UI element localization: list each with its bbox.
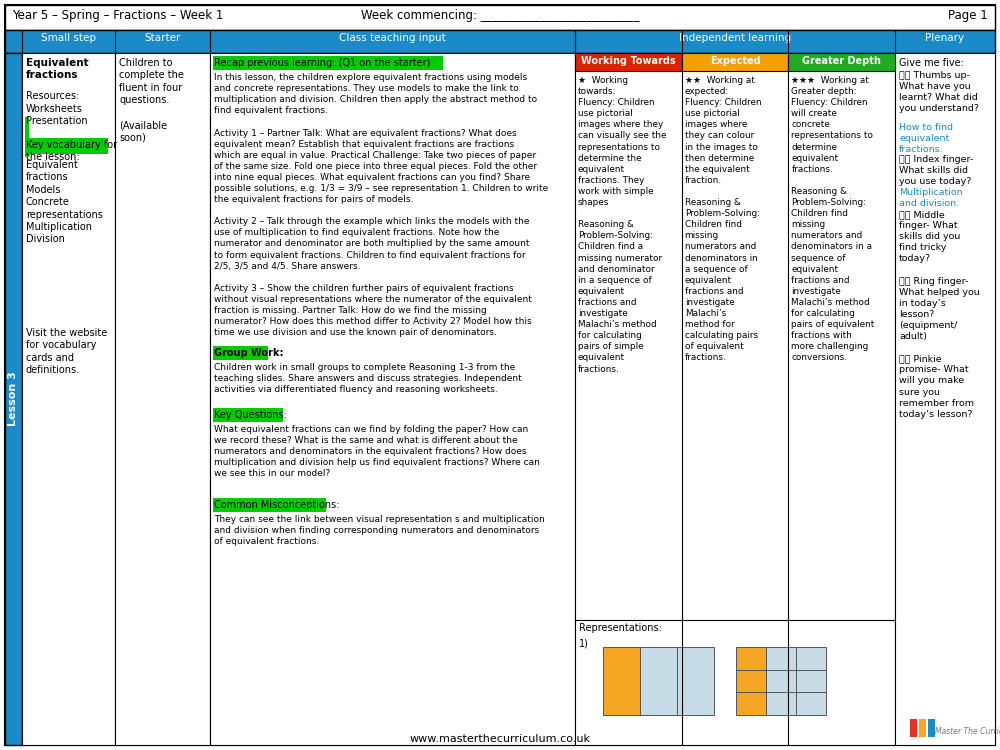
Text: Equivalent
fractions
Models
Concrete
representations
Multiplication
Division: Equivalent fractions Models Concrete rep… xyxy=(26,160,103,244)
Bar xyxy=(796,692,826,715)
Text: Master The Curriculum: Master The Curriculum xyxy=(935,727,1000,736)
Bar xyxy=(736,692,766,715)
Text: Small step: Small step xyxy=(41,33,96,43)
Bar xyxy=(5,30,995,53)
Text: 👋🏼 Index finger-
What skills did
you use today?: 👋🏼 Index finger- What skills did you use… xyxy=(899,155,973,186)
Text: Visit the website
for vocabulary
cards and
definitions.: Visit the website for vocabulary cards a… xyxy=(26,328,107,375)
Text: Give me five:: Give me five: xyxy=(899,58,964,68)
Bar xyxy=(677,647,714,715)
Text: What equivalent fractions can we find by folding the paper? How can
we record th: What equivalent fractions can we find by… xyxy=(214,425,540,478)
Text: Starter: Starter xyxy=(144,33,181,43)
Bar xyxy=(766,647,796,670)
Text: In this lesson, the children explore equivalent fractions using models
and concr: In this lesson, the children explore equ… xyxy=(214,73,548,338)
Bar xyxy=(22,53,115,745)
Text: Key Questions:: Key Questions: xyxy=(214,410,287,420)
Bar xyxy=(213,56,443,70)
Text: They can see the link between visual representation s and multiplication
and div: They can see the link between visual rep… xyxy=(214,515,545,546)
Bar xyxy=(895,53,995,745)
Text: www.masterthecurriculum.co.uk: www.masterthecurriculum.co.uk xyxy=(410,734,590,744)
Bar xyxy=(919,719,926,737)
Text: Multiplication
and division.: Multiplication and division. xyxy=(899,188,963,208)
Bar xyxy=(788,53,895,71)
Bar xyxy=(796,647,826,670)
Text: Plenary: Plenary xyxy=(925,33,965,43)
Bar xyxy=(213,346,268,360)
Text: Representations:: Representations: xyxy=(579,623,662,633)
Text: 👋🏼 Thumbs up-
What have you
learnt? What did
you understand?: 👋🏼 Thumbs up- What have you learnt? What… xyxy=(899,71,979,113)
Text: Year 5 – Spring – Fractions – Week 1: Year 5 – Spring – Fractions – Week 1 xyxy=(12,9,223,22)
Text: Recap previous learning: (Q1 on the starter): Recap previous learning: (Q1 on the star… xyxy=(214,58,430,68)
Text: ★  Working
towards:
Fluency: Children
use pictorial
images where they
can visual: ★ Working towards: Fluency: Children use… xyxy=(578,76,666,374)
Text: Equivalent
fractions: Equivalent fractions xyxy=(26,58,89,80)
Text: Page 1: Page 1 xyxy=(948,9,988,22)
Bar xyxy=(736,670,766,692)
Text: Expected: Expected xyxy=(710,56,760,66)
Text: Key vocabulary for
the lesson:: Key vocabulary for the lesson: xyxy=(26,140,117,163)
Bar xyxy=(603,647,640,715)
Text: Week commencing: ___________________________: Week commencing: _______________________… xyxy=(361,9,639,22)
Text: Children work in small groups to complete Reasoning 1-3 from the
teaching slides: Children work in small groups to complet… xyxy=(214,363,522,394)
Bar xyxy=(213,408,283,422)
Bar xyxy=(640,647,677,715)
Bar xyxy=(928,719,935,737)
Text: Group Work:: Group Work: xyxy=(214,348,284,358)
Text: ★★  Working at
expected:
Fluency: Children
use pictorial
images where
they can c: ★★ Working at expected: Fluency: Childre… xyxy=(685,76,761,362)
Text: Working Towards: Working Towards xyxy=(581,56,676,66)
Bar xyxy=(213,498,326,512)
Bar xyxy=(766,670,796,692)
Bar xyxy=(736,647,766,670)
Text: ★★★  Working at
Greater depth:
Fluency: Children
will create
concrete
representa: ★★★ Working at Greater depth: Fluency: C… xyxy=(791,76,875,362)
Bar xyxy=(766,692,796,715)
Bar xyxy=(210,53,575,745)
Text: Common Misconceptions:: Common Misconceptions: xyxy=(214,500,340,510)
Text: How to find
equivalent
fractions.: How to find equivalent fractions. xyxy=(899,123,953,154)
Bar xyxy=(25,117,29,157)
Bar xyxy=(910,719,917,737)
Text: Class teaching input: Class teaching input xyxy=(339,33,446,43)
Bar xyxy=(575,53,682,71)
Text: Independent learning: Independent learning xyxy=(679,33,791,43)
Text: Resources:: Resources: xyxy=(26,91,79,101)
Bar xyxy=(796,670,826,692)
Bar xyxy=(575,53,895,745)
Bar xyxy=(5,53,22,745)
Text: Greater Depth: Greater Depth xyxy=(802,56,881,66)
Text: Lesson 3: Lesson 3 xyxy=(8,372,18,426)
Bar xyxy=(25,138,108,154)
Text: Worksheets
Presentation: Worksheets Presentation xyxy=(26,104,88,127)
Bar xyxy=(5,5,995,30)
Bar xyxy=(115,53,210,745)
Text: Children to
complete the
fluent in four
questions.

(Available
soon): Children to complete the fluent in four … xyxy=(119,58,184,142)
Bar xyxy=(682,53,788,71)
Text: 👋🏼 Middle
finger- What
skills did you
find tricky
today?

👋🏼 Ring finger-
What h: 👋🏼 Middle finger- What skills did you fi… xyxy=(899,210,980,419)
Text: 1): 1) xyxy=(579,638,589,648)
